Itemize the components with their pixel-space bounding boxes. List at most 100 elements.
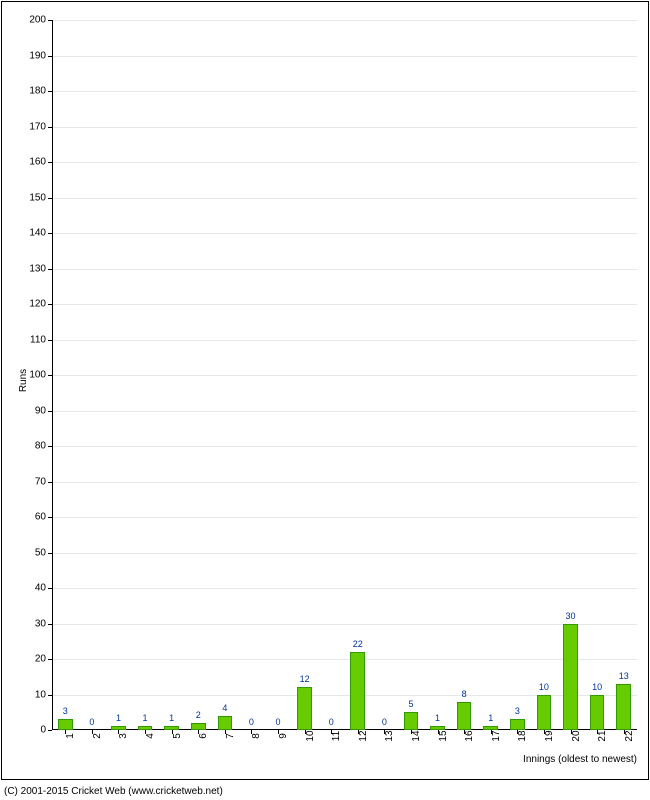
plot-area: 0102030405060708090100110120130140150160…	[52, 20, 637, 730]
y-tick-label: 200	[29, 15, 46, 26]
y-tick-label: 40	[35, 583, 46, 594]
bar	[563, 624, 578, 731]
bar-value-label: 22	[353, 639, 363, 649]
y-axis-title: Runs	[18, 369, 29, 392]
grid-line	[52, 269, 637, 270]
bar	[191, 723, 206, 730]
x-tick-label: 15	[438, 730, 449, 741]
bar-value-label: 0	[249, 717, 254, 727]
y-tick-label: 60	[35, 512, 46, 523]
bar-value-label: 1	[488, 713, 493, 723]
x-tick-label: 19	[544, 730, 555, 741]
grid-line	[52, 375, 637, 376]
y-tick-label: 140	[29, 228, 46, 239]
x-tick-label: 1	[65, 733, 76, 739]
x-tick-label: 13	[384, 730, 395, 741]
x-tick-label: 4	[145, 733, 156, 739]
x-tick-label: 11	[331, 731, 342, 741]
x-tick-label: 14	[411, 730, 422, 741]
bar-value-label: 2	[196, 710, 201, 720]
bar	[590, 695, 605, 731]
x-tick-label: 16	[464, 730, 475, 741]
grid-line	[52, 446, 637, 447]
grid-line	[52, 411, 637, 412]
grid-line	[52, 517, 637, 518]
x-tick-label: 3	[118, 733, 129, 739]
bar-value-label: 3	[515, 706, 520, 716]
bar-value-label: 1	[116, 713, 121, 723]
bar-value-label: 5	[408, 699, 413, 709]
x-tick-label: 20	[571, 730, 582, 741]
grid-line	[52, 482, 637, 483]
y-tick-label: 130	[29, 263, 46, 274]
bar-value-label: 3	[63, 706, 68, 716]
x-tick-label: 17	[491, 730, 502, 741]
x-tick-label: 7	[225, 733, 236, 739]
y-tick-label: 80	[35, 441, 46, 452]
y-tick-label: 20	[35, 654, 46, 665]
grid-line	[52, 340, 637, 341]
grid-line	[52, 91, 637, 92]
x-tick-label: 2	[92, 733, 103, 739]
x-tick-label: 5	[172, 733, 183, 739]
bar-value-label: 1	[169, 713, 174, 723]
y-tick-label: 30	[35, 618, 46, 629]
y-tick-mark	[48, 730, 52, 731]
bar-value-label: 8	[462, 689, 467, 699]
bar	[510, 719, 525, 730]
x-tick-label: 10	[305, 730, 316, 741]
x-tick-label: 18	[517, 730, 528, 741]
y-tick-label: 90	[35, 405, 46, 416]
bar-value-label: 0	[89, 717, 94, 727]
bar	[350, 652, 365, 730]
bar-value-label: 10	[592, 682, 602, 692]
y-tick-label: 100	[29, 370, 46, 381]
grid-line	[52, 588, 637, 589]
bar-value-label: 12	[300, 674, 310, 684]
grid-line	[52, 56, 637, 57]
bar	[537, 695, 552, 731]
bar-value-label: 13	[619, 671, 629, 681]
x-tick-label: 21	[597, 730, 608, 741]
y-tick-label: 110	[30, 334, 46, 345]
y-tick-label: 70	[35, 476, 46, 487]
bar-value-label: 0	[276, 717, 281, 727]
bar-value-label: 1	[435, 713, 440, 723]
y-tick-label: 160	[29, 157, 46, 168]
bar	[404, 712, 419, 730]
grid-line	[52, 127, 637, 128]
grid-line	[52, 162, 637, 163]
grid-line	[52, 624, 637, 625]
x-tick-label: 22	[624, 730, 635, 741]
y-axis-line	[52, 20, 53, 730]
bar-value-label: 0	[329, 717, 334, 727]
grid-line	[52, 553, 637, 554]
x-tick-label: 6	[198, 733, 209, 739]
bar-value-label: 10	[539, 682, 549, 692]
y-tick-label: 180	[29, 86, 46, 97]
bar	[616, 684, 631, 730]
bar	[218, 716, 233, 730]
x-tick-label: 12	[358, 730, 369, 741]
x-tick-label: 9	[278, 733, 289, 739]
x-tick-label: 8	[251, 733, 262, 739]
bar-value-label: 1	[143, 713, 148, 723]
bar	[58, 719, 73, 730]
bar-value-label: 0	[382, 717, 387, 727]
y-tick-label: 10	[35, 689, 46, 700]
grid-line	[52, 304, 637, 305]
y-tick-label: 190	[29, 50, 46, 61]
y-tick-label: 170	[29, 121, 46, 132]
grid-line	[52, 20, 637, 21]
y-tick-label: 50	[35, 547, 46, 558]
y-tick-label: 150	[29, 192, 46, 203]
bar	[297, 687, 312, 730]
bar	[457, 702, 472, 730]
grid-line	[52, 233, 637, 234]
copyright-text: (C) 2001-2015 Cricket Web (www.cricketwe…	[4, 786, 223, 797]
grid-line	[52, 659, 637, 660]
bar-value-label: 4	[222, 703, 227, 713]
y-tick-label: 0	[40, 725, 46, 736]
bar-value-label: 30	[566, 611, 576, 621]
grid-line	[52, 198, 637, 199]
